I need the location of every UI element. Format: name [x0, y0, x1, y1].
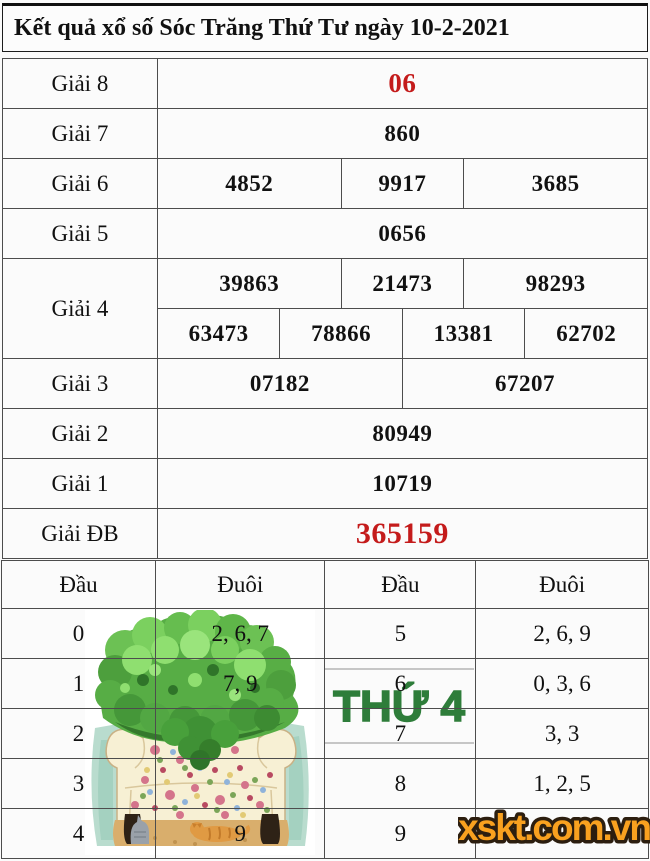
head-tail-row: 0 2, 6, 7 5 2, 6, 9	[1, 608, 649, 659]
dau-7: 7	[324, 708, 477, 759]
duoi-4: 9	[154, 808, 326, 859]
duoi-1: 7, 9	[154, 658, 326, 709]
prize-row-g7: Giải 7 860	[2, 108, 649, 159]
prize-value-g5: 0656	[156, 208, 649, 259]
header-dau-1: Đầu	[1, 560, 156, 609]
prize-value-g6-1: 4852	[156, 158, 342, 209]
prize-value-g4-4: 63473	[156, 308, 281, 359]
duoi-2	[154, 708, 326, 759]
prize-label-g3: Giải 3	[2, 358, 158, 409]
prize-row-gdb: Giải ĐB 365159	[2, 508, 649, 559]
duoi-6: 0, 3, 6	[475, 658, 649, 709]
head-tail-header-row: Đầu Đuôi Đầu Đuôi	[1, 560, 649, 609]
duoi-5: 2, 6, 9	[475, 608, 649, 659]
duoi-8: 1, 2, 5	[475, 758, 649, 809]
head-tail-row: 3 8 1, 2, 5	[1, 758, 649, 809]
xskt-site-logo: xskt.com.vn	[455, 798, 650, 856]
prize-value-g6-2: 9917	[340, 158, 465, 209]
header-dau-2: Đầu	[324, 560, 477, 609]
prize-row-g4a: Giải 4 39863 21473 98293	[2, 258, 648, 359]
prize-label-g6: Giải 6	[2, 158, 158, 209]
dau-5: 5	[324, 608, 477, 659]
head-tail-row: 4 9 9 3	[1, 808, 649, 859]
prize-value-g4-1: 39863	[156, 258, 342, 309]
prize-value-g4-5: 78866	[279, 308, 403, 359]
prize-value-g3-2: 67207	[401, 358, 649, 409]
xskt-logo-label: xskt.com.vn	[458, 807, 650, 848]
header-duoi-1: Đuôi	[154, 560, 326, 609]
duoi-9: 3	[475, 808, 649, 859]
prize-label-g8: Giải 8	[2, 58, 158, 109]
prize-row-g6: Giải 6 4852 9917 3685	[2, 158, 648, 209]
prize-value-g2: 80949	[156, 408, 649, 459]
header-duoi-2: Đuôi	[475, 560, 649, 609]
dau-3: 3	[1, 758, 156, 809]
prize-value-g1: 10719	[156, 458, 649, 509]
head-tail-row: 2 7 3, 3	[1, 708, 649, 759]
prize-label-g2: Giải 2	[2, 408, 158, 459]
prize-label-g7: Giải 7	[2, 108, 158, 159]
title-bar: Kết quả xổ số Sóc Trăng Thứ Tư ngày 10-2…	[2, 3, 648, 52]
prize-label-gdb: Giải ĐB	[2, 508, 158, 559]
dau-6: 6	[324, 658, 477, 709]
prize-row-g3: Giải 3 07182 67207	[2, 358, 649, 409]
prize-value-g4-2: 21473	[340, 258, 465, 309]
head-tail-row: 1 7, 9 6 0, 3, 6	[1, 658, 649, 709]
prize-label-g5: Giải 5	[2, 208, 158, 259]
dau-8: 8	[324, 758, 477, 809]
dau-4: 4	[1, 808, 156, 859]
dau-9: 9	[324, 808, 477, 859]
prize-row-g5: Giải 5 0656	[2, 208, 649, 259]
prize-value-gdb: 365159	[156, 508, 649, 559]
page-title: Kết quả xổ số Sóc Trăng Thứ Tư ngày 10-2…	[14, 15, 510, 41]
dau-2: 2	[1, 708, 156, 759]
prize-value-g4-6: 13381	[401, 308, 526, 359]
prize-value-g4-7: 62702	[524, 308, 648, 359]
dau-0: 0	[1, 608, 156, 659]
duoi-7: 3, 3	[475, 708, 649, 759]
lottery-results-table: Giải 8 06 Giải 7 860 Giải 6 4852 9917 36…	[2, 58, 649, 559]
head-tail-table: Đầu Đuôi Đầu Đuôi 0 2, 6, 7 5 2, 6, 9 1 …	[1, 560, 649, 859]
prize-label-g4: Giải 4	[2, 258, 158, 359]
prize-value-g8: 06	[156, 58, 649, 109]
prize-row-g8: Giải 8 06	[2, 58, 649, 109]
prize-value-g3-1: 07182	[156, 358, 403, 409]
xskt-logo-text: xskt.com.vn	[455, 804, 650, 852]
prize-row-g1: Giải 1 10719	[2, 458, 649, 509]
prize-label-g1: Giải 1	[2, 458, 158, 509]
prize-row-g2: Giải 2 80949	[2, 408, 649, 459]
prize-value-g7: 860	[156, 108, 649, 159]
dau-1: 1	[1, 658, 156, 709]
prize-value-g6-3: 3685	[463, 158, 648, 209]
duoi-3	[154, 758, 326, 809]
prize-row-g4b: 63473 78866 13381 62702	[3, 308, 648, 359]
prize-value-g4-3: 98293	[463, 258, 648, 309]
duoi-0: 2, 6, 7	[154, 608, 326, 659]
